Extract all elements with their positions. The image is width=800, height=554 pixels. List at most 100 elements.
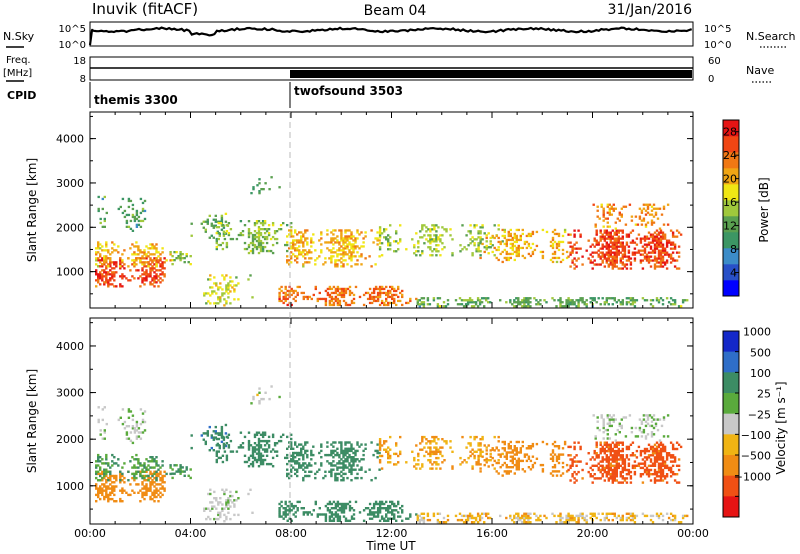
scatter-cell [607, 479, 610, 482]
scatter-cell [625, 301, 629, 304]
scatter-cell [216, 230, 219, 233]
scatter-cell [646, 414, 650, 417]
scatter-cell [372, 511, 376, 514]
scatter-cell [300, 253, 303, 256]
scatter-cell [593, 259, 596, 262]
scatter-cell [593, 458, 596, 461]
scatter-cell [265, 462, 269, 466]
scatter-cell [429, 240, 432, 243]
scatter-cell [549, 453, 553, 456]
scatter-cell [101, 408, 104, 411]
scatter-cell [659, 231, 663, 234]
scatter-cell [472, 301, 476, 304]
scatter-cell [229, 499, 232, 502]
scatter-cell [461, 248, 464, 251]
scatter-cell [517, 228, 520, 232]
scatter-cell [149, 243, 152, 246]
scatter-cell [334, 511, 338, 514]
scatter-cell [113, 485, 116, 488]
scatter-cell [294, 259, 297, 262]
scatter-cell [352, 301, 356, 305]
scatter-cell [257, 454, 261, 457]
scatter-cell [103, 437, 106, 440]
scatter-cell [451, 252, 454, 255]
scatter-cell [294, 299, 297, 303]
scatter-cell [354, 241, 357, 244]
scatter-cell [304, 231, 307, 234]
scatter-cell [358, 295, 362, 299]
scatter-cell [639, 454, 643, 457]
scatter-cell [613, 255, 616, 258]
scatter-cell [659, 447, 663, 451]
scatter-cell [223, 298, 226, 301]
scatter-cell [438, 305, 442, 308]
scatter-cell [294, 249, 297, 252]
scatter-cell [633, 259, 637, 262]
scatter-cell [617, 239, 620, 242]
scatter-cell [219, 296, 222, 299]
scatter-cell [190, 222, 193, 225]
scatter-cell [479, 256, 482, 260]
scatter-cell [101, 462, 104, 465]
scatter-cell [669, 255, 673, 258]
scatter-cell [259, 452, 263, 455]
scatter-cell [97, 493, 100, 497]
scatter-cell [205, 507, 208, 510]
scatter-cell [642, 414, 646, 417]
scatter-cell [611, 229, 614, 232]
colorbar-swatch [723, 331, 739, 352]
scatter-cell [153, 259, 156, 262]
scatter-cell [340, 289, 344, 293]
scatter-cell [107, 485, 110, 488]
scatter-cell [374, 449, 377, 453]
scatter-cell [155, 491, 158, 494]
scatter-cell [233, 505, 236, 508]
scatter-cell [436, 297, 440, 300]
scatter-cell [350, 291, 354, 295]
scatter-cell [633, 257, 637, 260]
scatter-cell [137, 466, 140, 469]
scatter-cell [129, 460, 132, 463]
scatter-cell [573, 481, 576, 484]
scatter-cell [109, 472, 112, 476]
scatter-cell [342, 449, 345, 453]
scatter-cell [241, 230, 245, 233]
scatter-cell [218, 234, 221, 237]
scatter-cell [415, 467, 418, 470]
scatter-cell [449, 228, 452, 231]
scatter-cell [324, 241, 327, 244]
scatter-cell [649, 458, 653, 461]
scatter-cell [378, 500, 382, 504]
scatter-cell [655, 470, 659, 474]
scatter-cell [565, 250, 569, 254]
scatter-cell [247, 439, 251, 443]
scatter-cell [427, 234, 430, 237]
scatter-cell [95, 485, 98, 488]
scatter-cell [555, 260, 559, 264]
scatter-cell [344, 466, 347, 469]
scatter-cell [157, 500, 160, 503]
scatter-cell [612, 418, 615, 421]
scatter-cell [143, 476, 146, 480]
scatter-cell [378, 511, 382, 514]
scatter-cell [427, 440, 430, 443]
scatter-cell [531, 442, 535, 446]
scatter-cell [217, 298, 220, 301]
scatter-cell [537, 303, 540, 306]
scatter-cell [372, 507, 376, 510]
scatter-cell [290, 454, 293, 457]
scatter-cell [263, 448, 267, 451]
scatter-cell [571, 249, 574, 252]
scatter-cell [290, 447, 293, 450]
scatter-cell [651, 251, 655, 254]
scatter-cell [257, 232, 261, 235]
scatter-cell [565, 305, 568, 308]
scatter-cell [555, 459, 559, 463]
scatter-cell [675, 441, 679, 444]
scatter-cell [380, 301, 384, 305]
scatter-cell [153, 491, 156, 494]
scatter-cell [387, 511, 390, 514]
scatter-cell [650, 219, 654, 222]
scatter-cell [119, 416, 122, 419]
scatter-cell [107, 283, 110, 286]
